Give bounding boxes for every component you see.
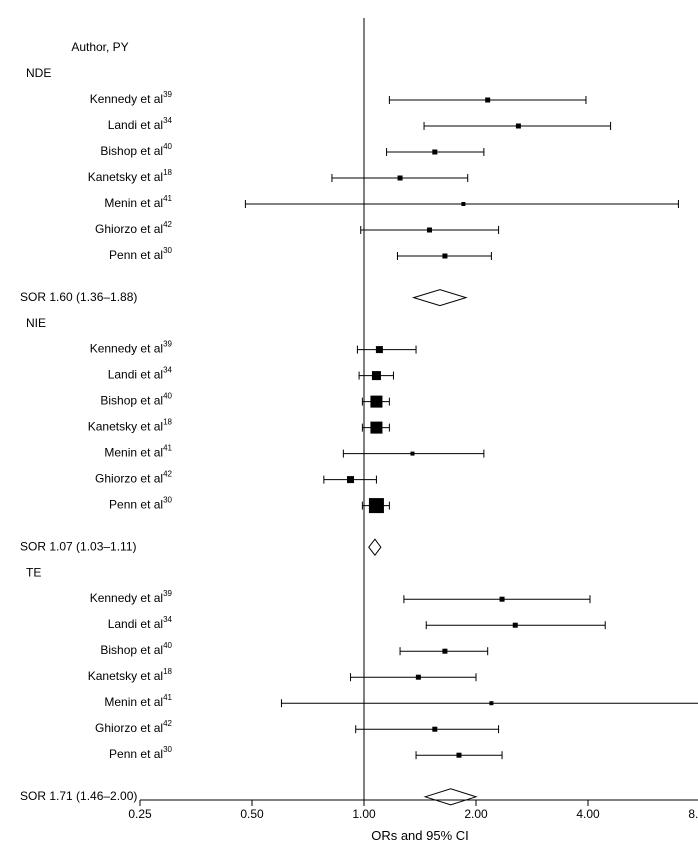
- study-label: Bishop et al40: [100, 641, 172, 657]
- summary-label: SOR 1.60 (1.36–1.88): [20, 290, 137, 304]
- study-label: Ghiorzo et al42: [95, 470, 172, 486]
- point-marker: [516, 124, 521, 129]
- study-label: Penn et al30: [109, 745, 172, 761]
- point-marker: [427, 228, 432, 233]
- study-label: Ghiorzo et al42: [95, 220, 172, 236]
- point-marker: [442, 254, 447, 259]
- x-tick-label: 1.00: [352, 807, 376, 821]
- x-axis-title: ORs and 95% CI: [371, 828, 469, 842]
- header-label: Author, PY: [71, 40, 128, 54]
- group-label: TE: [26, 565, 41, 579]
- x-tick-label: 4.00: [576, 807, 600, 821]
- summary-label: SOR 1.71 (1.46–2.00): [20, 789, 137, 803]
- study-label: Bishop et al40: [100, 142, 172, 158]
- point-marker: [461, 202, 465, 206]
- study-label: Kanetsky et al18: [88, 168, 173, 184]
- study-label: Menin et al41: [104, 444, 172, 460]
- x-tick-label: 2.00: [464, 807, 488, 821]
- study-label: Kennedy et al39: [90, 90, 173, 106]
- study-label: Kanetsky et al18: [88, 667, 173, 683]
- point-marker: [376, 346, 383, 353]
- forest-plot: Author, PY NDE Kennedy et al39 Landi et al3…: [0, 0, 698, 842]
- group-label: NIE: [26, 316, 46, 330]
- summary-diamond: [414, 290, 466, 306]
- point-marker: [369, 498, 384, 513]
- point-marker: [347, 476, 354, 483]
- point-marker: [370, 396, 382, 408]
- study-label: Landi et al34: [108, 615, 173, 631]
- study-label: Bishop et al40: [100, 392, 172, 408]
- study-label: Kennedy et al39: [90, 589, 173, 605]
- x-tick-label: 0.25: [128, 807, 152, 821]
- group-label: NDE: [26, 66, 51, 80]
- point-marker: [410, 452, 414, 456]
- point-marker: [456, 753, 461, 758]
- study-label: Landi et al34: [108, 366, 173, 382]
- summary-diamond: [425, 789, 476, 805]
- study-label: Penn et al30: [109, 246, 172, 262]
- point-marker: [432, 727, 437, 732]
- x-tick-label: 8.00: [688, 807, 698, 821]
- point-marker: [432, 150, 437, 155]
- point-marker: [500, 597, 505, 602]
- study-label: Kanetsky et al18: [88, 418, 173, 434]
- point-marker: [513, 623, 518, 628]
- summary-label: SOR 1.07 (1.03–1.11): [20, 539, 137, 553]
- point-marker: [485, 98, 490, 103]
- study-label: Penn et al30: [109, 496, 172, 512]
- summary-diamond: [369, 539, 381, 555]
- study-label: Menin et al41: [104, 693, 172, 709]
- study-label: Ghiorzo et al42: [95, 719, 172, 735]
- point-marker: [489, 701, 493, 705]
- x-tick-label: 0.50: [240, 807, 264, 821]
- study-label: Landi et al34: [108, 116, 173, 132]
- point-marker: [370, 422, 382, 434]
- point-marker: [398, 176, 403, 181]
- point-marker: [416, 675, 421, 680]
- study-label: Kennedy et al39: [90, 340, 173, 356]
- study-label: Menin et al41: [104, 194, 172, 210]
- point-marker: [372, 371, 381, 380]
- point-marker: [442, 649, 447, 654]
